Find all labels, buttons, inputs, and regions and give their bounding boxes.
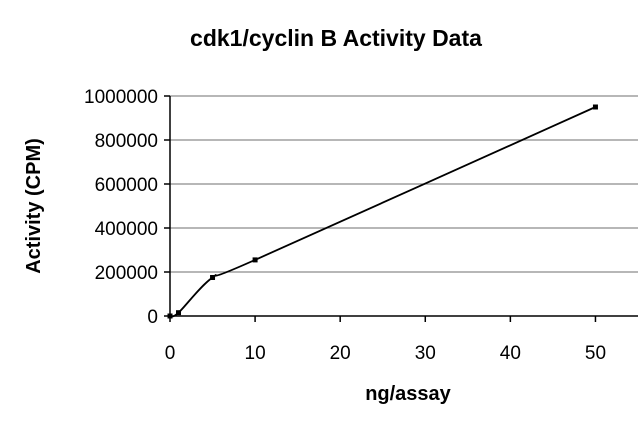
tick-labels: 0 200000 400000 600000 800000 1000000 0 10 20 30 4… xyxy=(84,87,606,364)
x-tick-label: 10 xyxy=(245,343,266,364)
data-point xyxy=(167,313,173,319)
axes xyxy=(164,95,638,322)
y-tick-label: 600000 xyxy=(95,175,158,196)
data-point xyxy=(252,257,258,263)
x-axis-title: ng/assay xyxy=(365,383,451,405)
data-point xyxy=(176,310,182,316)
data-point xyxy=(210,275,216,280)
y-tick-label: 0 xyxy=(147,307,158,328)
y-tick-label: 1000000 xyxy=(84,87,158,108)
data-point xyxy=(592,104,598,110)
x-tick-label: 20 xyxy=(330,343,351,364)
chart-title: cdk1/cyclin B Activity Data xyxy=(190,25,482,51)
x-tick-label: 0 xyxy=(165,343,176,364)
y-tick-label: 200000 xyxy=(95,263,158,284)
series xyxy=(167,104,598,319)
gridlines xyxy=(170,95,638,273)
x-tick-label: 30 xyxy=(415,343,436,364)
y-tick-label: 400000 xyxy=(95,219,158,240)
y-axis-title: Activity (CPM) xyxy=(23,138,45,274)
x-tick-label: 40 xyxy=(500,343,521,364)
y-tick-label: 800000 xyxy=(95,131,158,152)
series-line xyxy=(169,106,596,318)
x-tick-label: 50 xyxy=(585,343,606,364)
